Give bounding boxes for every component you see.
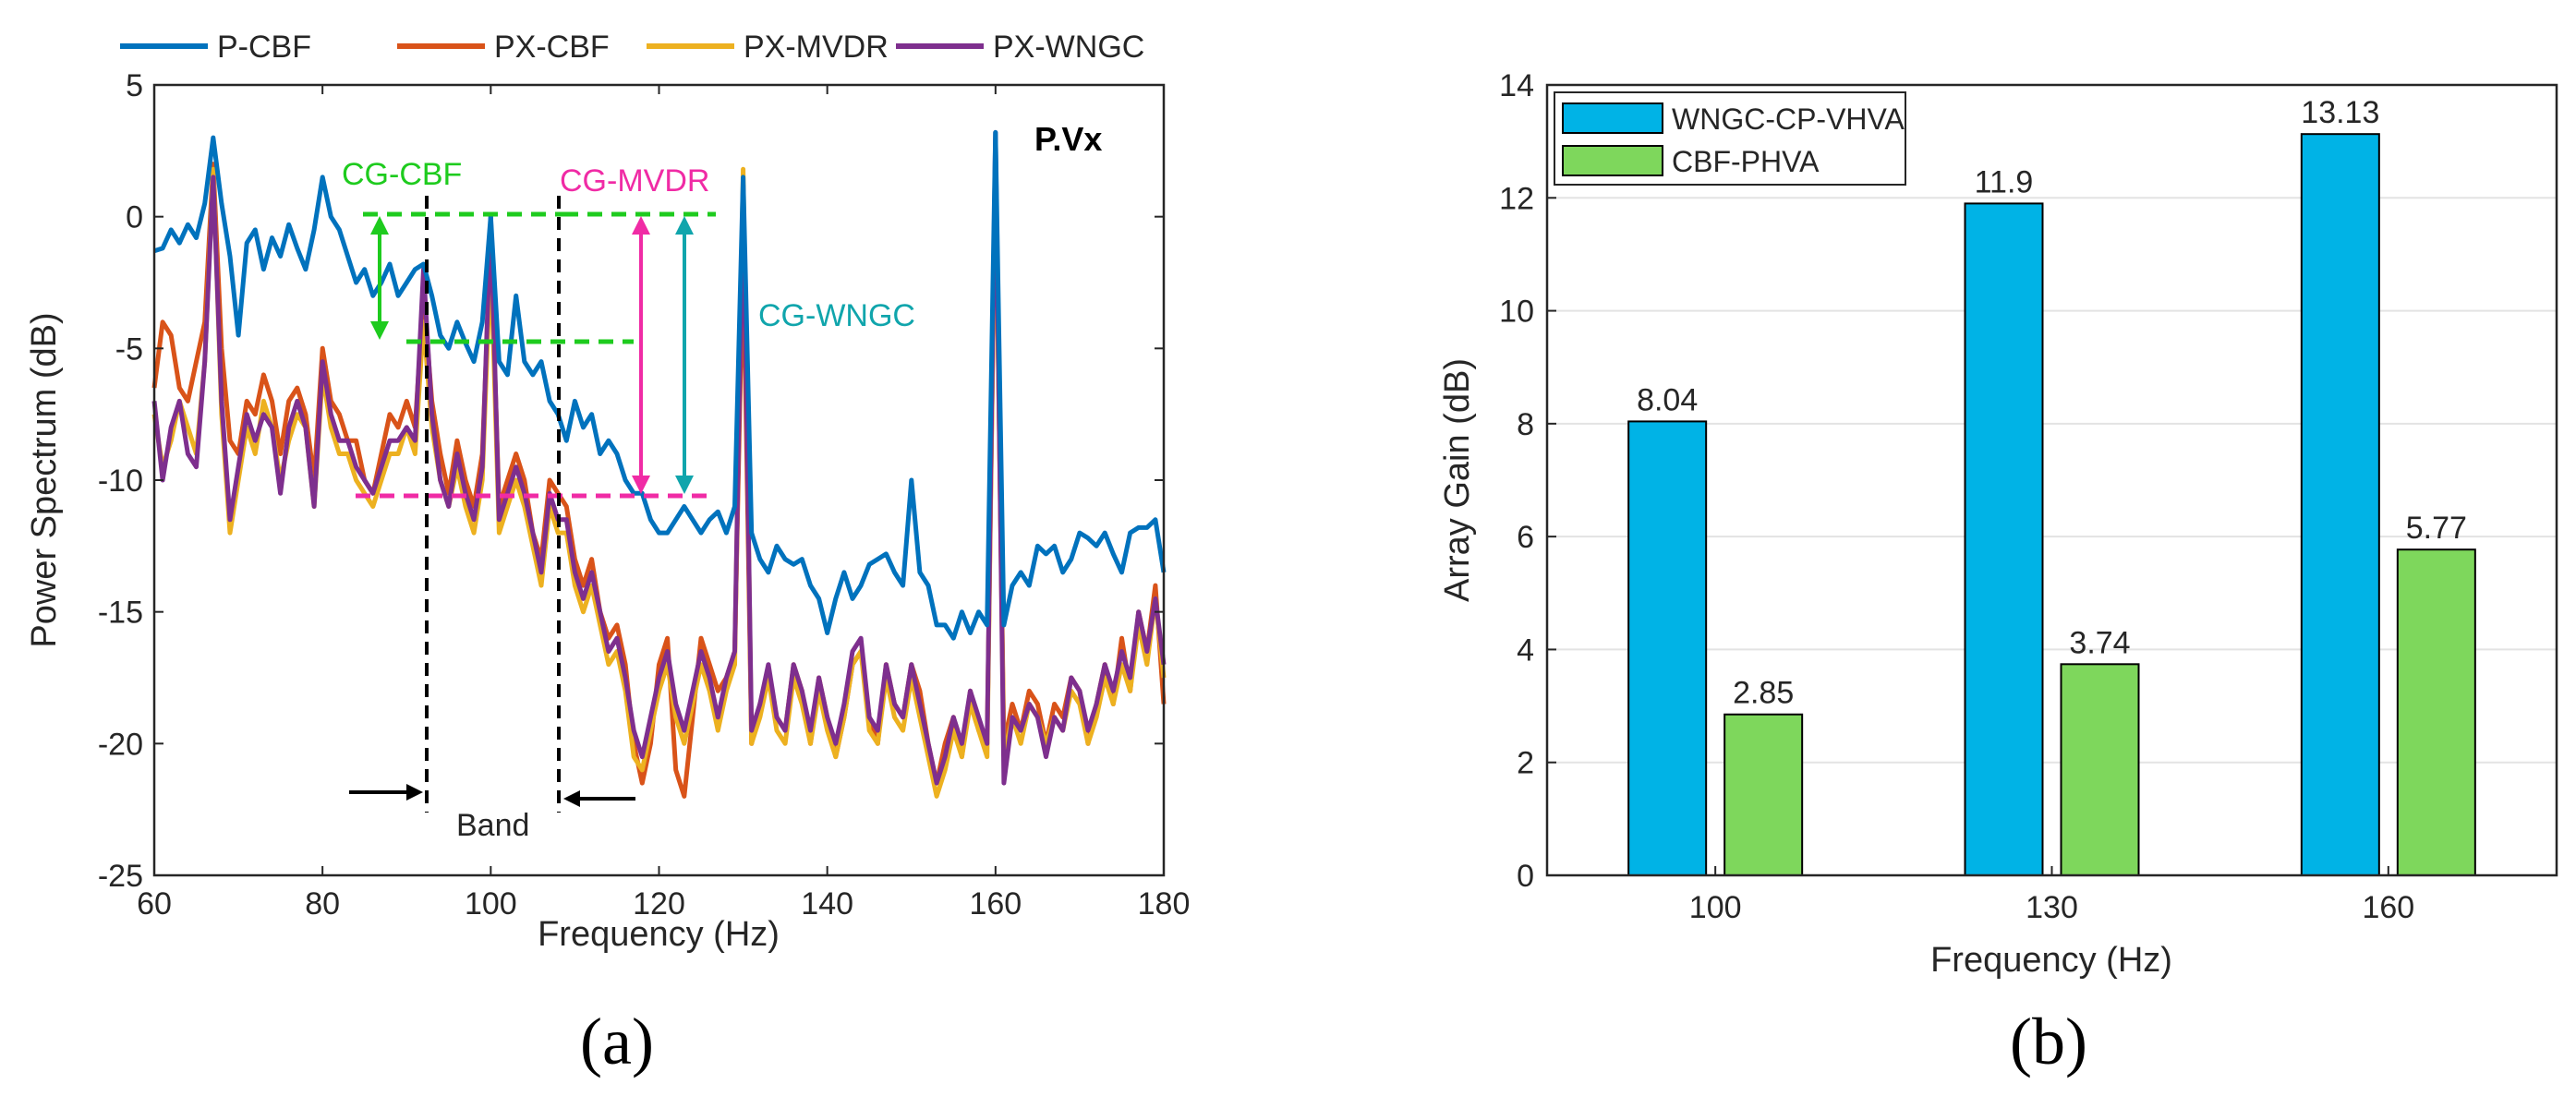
bar-value-label: 8.04 [1637, 382, 1698, 417]
panel-b-array-gain-chart: 8.04 2.85 11.9 3.74 13.13 5.77 0 2 4 6 8 10 12 14 100… [1438, 68, 2558, 1078]
legend-swatch-wngc-cp-vhva [1562, 102, 1663, 134]
y-tick-label-b: 10 [1499, 295, 1534, 330]
bar-wngc-cp-vhva-130 [1964, 202, 2044, 876]
y-tick-label-b: 0 [1517, 859, 1534, 894]
y-tick-label-b: 4 [1517, 632, 1534, 668]
panel-a-annotation-title: P.Vx [1034, 120, 1102, 158]
ylabel-b: Array Gain (dB) [1438, 358, 1477, 602]
band-left-arrow-head [406, 784, 423, 801]
legend-label-px-mvdr: PX-MVDR [744, 30, 889, 65]
x-tick-label-a: 80 [305, 886, 340, 921]
bar-value-label: 5.77 [2406, 511, 2467, 546]
y-tick-label-a: -5 [115, 331, 143, 367]
legend-label-cbf-phva: CBF-PHVA [1672, 145, 1820, 178]
cg-wngc-label: CG-WNGC [758, 298, 915, 333]
y-tick-label-a: -25 [98, 859, 143, 894]
legend-swatch-cbf-phva [1562, 145, 1663, 176]
y-tick-label-a: -15 [98, 596, 143, 631]
cg-wngc-arrow-head-bottom [675, 476, 694, 494]
bar-cbf-phva-100 [1723, 713, 1804, 876]
x-tick-label-a: 60 [137, 886, 172, 921]
y-tick-label-b: 2 [1517, 746, 1534, 781]
axes-a: 60 80 100 120 140 160 180 -25 -20 -15 -10 -5 0 5 [98, 68, 1191, 921]
x-tick-label-a: 120 [633, 886, 685, 921]
bar-value-label: 2.85 [1733, 676, 1794, 711]
xlabel-a: Frequency (Hz) [538, 915, 780, 954]
cg-wngc-arrow-head-top [675, 216, 694, 235]
y-tick-label-a: -20 [98, 727, 143, 762]
bar-value-label: 13.13 [2301, 95, 2379, 130]
bars: 8.04 2.85 11.9 3.74 13.13 5.77 [1627, 95, 2476, 877]
spectrum-lines [151, 129, 1167, 799]
legend-label-px-cbf: PX-CBF [494, 30, 610, 65]
axes-b: 0 2 4 6 8 10 12 14 100 130 160 [1499, 68, 2414, 925]
xlabel-b: Frequency (Hz) [1930, 941, 2172, 980]
cg-cbf-arrow-head-bottom [370, 321, 389, 340]
x-tick-label-b: 160 [2362, 890, 2414, 925]
y-tick-label-b: 14 [1499, 68, 1534, 103]
cg-cbf-label: CG-CBF [342, 157, 462, 192]
series-line-p-cbf [153, 129, 1167, 641]
annotations: CG-CBF CG-MVDR CG-WNGC Band P.Vx [342, 120, 1102, 843]
cg-mvdr-arrow-head-top [632, 216, 650, 235]
legend-label-px-wngc: PX-WNGC [993, 30, 1144, 65]
panel-a-spectrum-chart: CG-CBF CG-MVDR CG-WNGC Band P.Vx 60 80 100… [25, 30, 1190, 1078]
x-tick-label-a: 180 [1138, 886, 1191, 921]
legend-label-wngc-cp-vhva: WNGC-CP-VHVA [1672, 102, 1905, 136]
band-label: Band [456, 808, 529, 843]
y-tick-label-a: 5 [126, 68, 143, 103]
bar-value-label: 11.9 [1975, 164, 2034, 199]
bar-cbf-phva-160 [2396, 548, 2476, 876]
y-tick-label-b: 12 [1499, 181, 1534, 216]
y-tick-label-b: 6 [1517, 520, 1534, 555]
band-right-arrow-head [563, 790, 580, 807]
bar-cbf-phva-130 [2060, 663, 2140, 877]
y-tick-label-a: 0 [126, 200, 143, 235]
panel-label-a: (a) [580, 1005, 654, 1078]
y-tick-label-a: -10 [98, 464, 143, 499]
legend-a: P-CBF PX-CBF PX-MVDR PX-WNGC [120, 30, 1144, 65]
plot-area-b [1547, 85, 2557, 875]
plot-area-a [154, 85, 1164, 875]
cg-mvdr-label: CG-MVDR [560, 163, 709, 199]
legend-label-p-cbf: P-CBF [217, 30, 311, 65]
cg-cbf-arrow-head-top [370, 216, 389, 235]
legend-b: WNGC-CP-VHVA CBF-PHVA [1554, 91, 1906, 186]
cg-mvdr-arrow-head-bottom [632, 476, 650, 494]
y-tick-label-b: 8 [1517, 407, 1534, 442]
x-tick-label-a: 160 [969, 886, 1022, 921]
bar-wngc-cp-vhva-160 [2300, 133, 2380, 877]
x-tick-label-b: 130 [2026, 890, 2078, 925]
bar-value-label: 3.74 [2069, 625, 2130, 660]
bar-wngc-cp-vhva-100 [1627, 420, 1708, 876]
panel-label-b: (b) [2010, 1005, 2087, 1078]
ylabel-a: Power Spectrum (dB) [25, 312, 64, 647]
x-tick-label-a: 100 [465, 886, 517, 921]
x-tick-label-a: 140 [801, 886, 853, 921]
x-tick-label-b: 100 [1689, 890, 1742, 925]
